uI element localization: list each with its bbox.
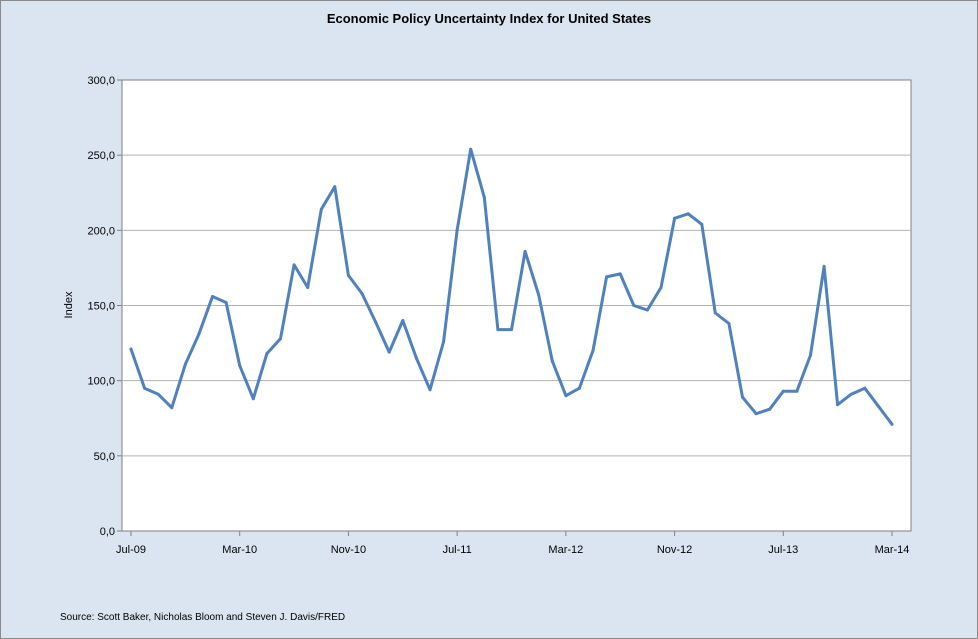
- data-point: [809, 353, 812, 357]
- data-point: [537, 293, 541, 297]
- y-axis-title: Index: [63, 291, 75, 318]
- data-point: [863, 386, 867, 390]
- x-tick-label: Mar-14: [875, 544, 910, 556]
- x-tick-label: Mar-10: [222, 544, 257, 556]
- y-tick-label: 300,0: [87, 75, 115, 87]
- data-point: [550, 359, 554, 363]
- data-point: [781, 389, 785, 393]
- y-tick-labels: 0,0 50,0 100,0 150,0 200,0 250,0 300,0: [87, 75, 115, 538]
- data-point: [741, 395, 744, 399]
- data-point: [401, 319, 405, 322]
- x-tick-label: Nov-12: [657, 544, 692, 556]
- grid-layer: [117, 79, 911, 532]
- data-point: [849, 392, 853, 396]
- source-note: Source: Scott Baker, Nicholas Bloom and …: [60, 612, 346, 623]
- data-point: [890, 422, 894, 426]
- data-point: [876, 404, 880, 408]
- x-tick-label: Jul-09: [116, 544, 146, 556]
- chart-title: Economic Policy Uncertainty Index for Un…: [326, 11, 652, 26]
- data-point: [605, 275, 609, 279]
- data-point: [183, 362, 187, 366]
- x-tick-label: Jul-13: [768, 544, 798, 556]
- data-point: [618, 272, 622, 276]
- x-tick-labels: Jul-09 Mar-10 Nov-10 Jul-11 Mar-12 Nov-12 Jul-…: [116, 531, 909, 556]
- data-point: [455, 228, 459, 232]
- data-point: [591, 349, 595, 353]
- data-point: [224, 301, 228, 304]
- y-tick-label: 250,0: [87, 150, 115, 162]
- y-tick-label: 200,0: [87, 225, 115, 237]
- data-point: [510, 328, 513, 332]
- y-tick-label: 100,0: [87, 376, 115, 388]
- x-tick-label: Jul-11: [443, 544, 472, 556]
- data-point: [129, 347, 133, 351]
- data-point: [577, 386, 581, 390]
- data-point: [645, 308, 649, 312]
- data-point: [700, 222, 704, 226]
- data-point: [346, 273, 350, 277]
- data-point: [197, 332, 201, 336]
- data-point: [306, 286, 310, 289]
- data-point: [387, 350, 391, 354]
- data-point: [754, 412, 758, 416]
- x-tick-label: Mar-12: [548, 544, 583, 556]
- series-layer: [129, 147, 894, 426]
- data-point: [156, 392, 160, 396]
- data-point: [768, 407, 772, 411]
- data-point: [170, 406, 174, 410]
- data-point: [360, 292, 364, 295]
- data-point: [822, 264, 826, 268]
- y-tick-label: 50,0: [94, 451, 115, 463]
- data-point: [251, 397, 255, 401]
- y-tick-label: 150,0: [87, 301, 115, 313]
- data-point: [469, 147, 473, 151]
- x-tick-label: Nov-10: [331, 544, 366, 556]
- data-point: [414, 356, 418, 360]
- data-point: [333, 185, 337, 189]
- data-point: [496, 328, 500, 332]
- data-point: [673, 216, 677, 220]
- data-point: [564, 394, 568, 398]
- data-point: [727, 322, 731, 325]
- data-point: [292, 263, 296, 267]
- data-point: [265, 352, 269, 356]
- data-point: [713, 311, 717, 315]
- y-tick-label: 0,0: [100, 526, 115, 538]
- data-point: [279, 337, 282, 341]
- data-point: [632, 304, 636, 307]
- data-point: [659, 286, 663, 289]
- data-point: [686, 212, 690, 216]
- data-point: [211, 295, 214, 298]
- data-point: [795, 389, 799, 393]
- data-point: [238, 364, 242, 368]
- data-point: [319, 207, 323, 211]
- data-point: [442, 340, 446, 344]
- data-point: [523, 249, 527, 253]
- data-point: [428, 388, 432, 392]
- data-point: [143, 386, 147, 390]
- data-point: [836, 403, 840, 407]
- data-point: [482, 195, 486, 199]
- data-point: [374, 320, 378, 324]
